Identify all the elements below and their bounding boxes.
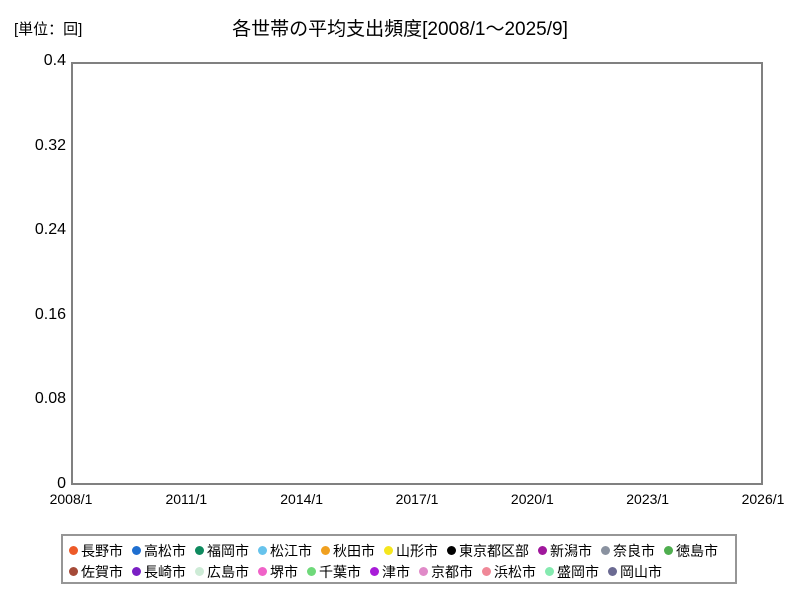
legend-label: 長崎市 [144, 563, 186, 580]
y-axis-tick-labels: 0 0.08 0.16 0.24 0.32 0.4 [0, 0, 66, 600]
legend-item-広島市[interactable]: 広島市 [195, 565, 249, 579]
legend-item-山形市[interactable]: 山形市 [384, 544, 438, 558]
legend-marker-icon [69, 567, 78, 576]
legend-item-千葉市[interactable]: 千葉市 [307, 565, 361, 579]
legend-item-佐賀市[interactable]: 佐賀市 [69, 565, 123, 579]
legend-label: 東京都区部 [459, 542, 529, 559]
legend-item-秋田市[interactable]: 秋田市 [321, 544, 375, 558]
chart-title: 各世帯の平均支出頻度[2008/1～2025/9] [232, 19, 568, 40]
legend-item-長野市[interactable]: 長野市 [69, 544, 123, 558]
legend-item-福岡市[interactable]: 福岡市 [195, 544, 249, 558]
legend-label: 秋田市 [333, 542, 375, 559]
legend-label: 堺市 [270, 563, 298, 580]
legend-item-長崎市[interactable]: 長崎市 [132, 565, 186, 579]
legend-label: 浜松市 [494, 563, 536, 580]
legend-item-高松市[interactable]: 高松市 [132, 544, 186, 558]
legend-marker-icon [69, 546, 78, 555]
legend-label: 京都市 [431, 563, 473, 580]
legend-label: 奈良市 [613, 542, 655, 559]
x-tick-label: 2017/1 [395, 491, 439, 507]
legend-marker-icon [195, 546, 204, 555]
y-tick-label: 0.32 [34, 136, 66, 154]
y-tick-label: 0.4 [43, 52, 66, 69]
legend-label: 新潟市 [550, 542, 592, 559]
legend-label: 高松市 [144, 542, 186, 559]
legend-marker-icon [538, 546, 547, 555]
legend-label: 津市 [382, 563, 410, 580]
legend: 長野市 高松市 福岡市 松江市 秋田市 山形市 東京都区部 新潟市 奈良市 徳島市 佐賀市 長崎市 広… [61, 534, 737, 584]
legend-marker-icon [419, 567, 428, 576]
legend-item-盛岡市[interactable]: 盛岡市 [545, 565, 599, 579]
legend-marker-icon [321, 546, 330, 555]
legend-item-津市[interactable]: 津市 [370, 565, 410, 579]
y-tick-label: 0 [57, 475, 66, 492]
legend-item-奈良市[interactable]: 奈良市 [601, 544, 655, 558]
legend-label: 佐賀市 [81, 563, 123, 580]
legend-item-京都市[interactable]: 京都市 [419, 565, 473, 579]
legend-marker-icon [132, 567, 141, 576]
legend-item-浜松市[interactable]: 浜松市 [482, 565, 536, 579]
legend-label: 山形市 [396, 542, 438, 559]
legend-item-徳島市[interactable]: 徳島市 [664, 544, 718, 558]
legend-marker-icon [601, 546, 610, 555]
legend-marker-icon [258, 567, 267, 576]
legend-row-2: 佐賀市 長崎市 広島市 堺市 千葉市 津市 京都市 浜松市 盛岡市 岡山市 [69, 561, 729, 582]
legend-marker-icon [132, 546, 141, 555]
x-tick-label: 2023/1 [626, 491, 670, 507]
legend-item-岡山市[interactable]: 岡山市 [608, 565, 662, 579]
legend-marker-icon [384, 546, 393, 555]
legend-marker-icon [664, 546, 673, 555]
legend-label: 岡山市 [620, 563, 662, 580]
plot-frame [71, 62, 763, 485]
legend-label: 千葉市 [319, 563, 361, 580]
y-tick-label: 0.08 [34, 390, 66, 408]
legend-row-1: 長野市 高松市 福岡市 松江市 秋田市 山形市 東京都区部 新潟市 奈良市 徳島市 [69, 540, 729, 561]
legend-item-堺市[interactable]: 堺市 [258, 565, 298, 579]
x-tick-label: 2014/1 [280, 491, 324, 507]
x-tick-label: 2011/1 [165, 491, 208, 507]
x-tick-label: 2026/1 [741, 491, 785, 507]
legend-label: 広島市 [207, 563, 249, 580]
legend-marker-icon [482, 567, 491, 576]
y-tick-label: 0.16 [34, 305, 66, 323]
legend-label: 徳島市 [676, 542, 718, 559]
legend-item-東京都区部[interactable]: 東京都区部 [447, 544, 529, 558]
plot-area [71, 62, 763, 485]
y-tick-label: 0.24 [34, 221, 66, 239]
legend-marker-icon [370, 567, 379, 576]
x-tick-label: 2008/1 [49, 491, 93, 507]
legend-marker-icon [545, 567, 554, 576]
legend-marker-icon [195, 567, 204, 576]
legend-marker-icon [608, 567, 617, 576]
legend-marker-icon [447, 546, 456, 555]
legend-marker-icon [258, 546, 267, 555]
legend-label: 長野市 [81, 542, 123, 559]
legend-label: 福岡市 [207, 542, 249, 559]
legend-item-新潟市[interactable]: 新潟市 [538, 544, 592, 558]
legend-label: 松江市 [270, 542, 312, 559]
legend-item-松江市[interactable]: 松江市 [258, 544, 312, 558]
x-tick-label: 2020/1 [510, 491, 554, 507]
legend-label: 盛岡市 [557, 563, 599, 580]
legend-marker-icon [307, 567, 316, 576]
unit-label: [単位：回] [14, 21, 83, 38]
